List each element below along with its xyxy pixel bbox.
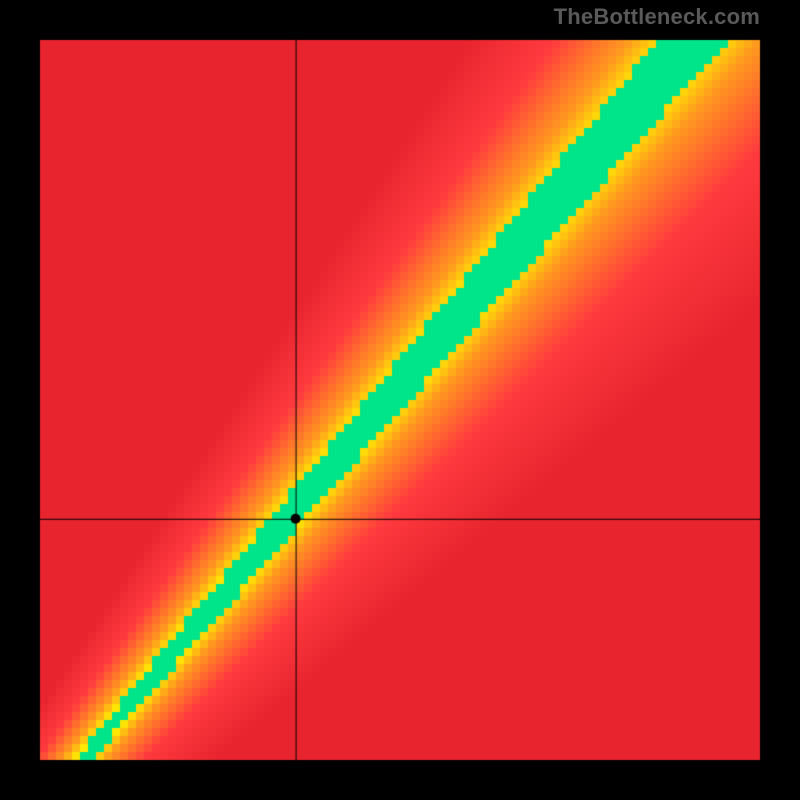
watermark-text: TheBottleneck.com (554, 4, 760, 30)
bottleneck-heatmap (0, 0, 800, 800)
